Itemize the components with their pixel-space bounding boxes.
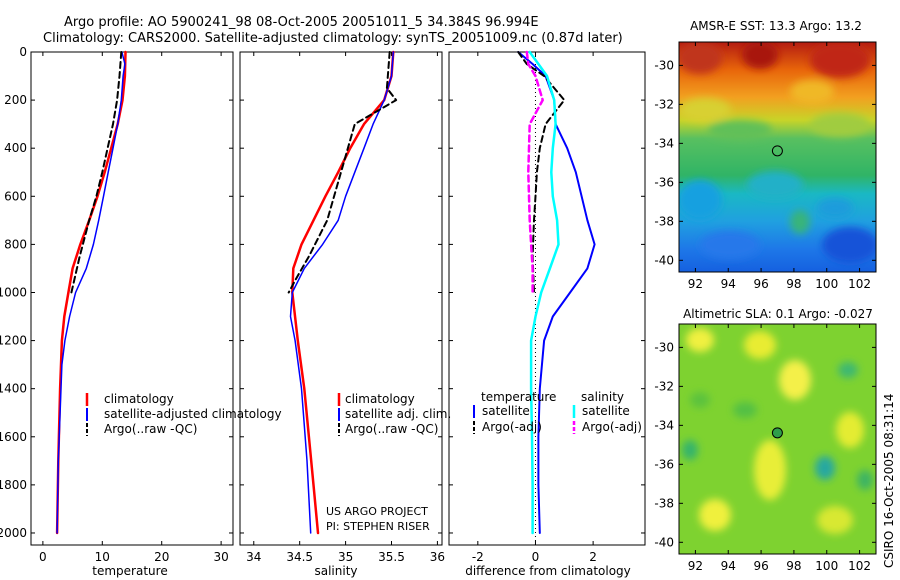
y-tick-label: 1800 <box>0 478 27 492</box>
x-tick-label: 30 <box>213 550 228 564</box>
sst-heatmap <box>679 42 876 272</box>
timestamp-stamp: CSIRO 16-Oct-2005 08:31:14 <box>882 394 896 568</box>
map-y-tick-label: -34 <box>654 136 674 150</box>
argo-location-marker <box>771 145 783 157</box>
map-x-tick-label: 94 <box>721 277 736 291</box>
map-y-tick-label: -32 <box>654 97 674 111</box>
map-y-tick-label: -38 <box>654 496 674 510</box>
temperature-xlabel: temperature <box>92 564 167 578</box>
legend-temp-argo: Argo(-adj) <box>482 420 542 434</box>
x-tick-label: 34 <box>246 550 261 564</box>
temperature-legend-argo: Argo(..raw -QC) <box>104 422 197 436</box>
figure-title-line1: Argo profile: AO 5900241_98 08-Oct-2005 … <box>64 15 539 30</box>
series-line-1 <box>56 51 126 534</box>
salinity-legend: climatology satellite adj. clim. Argo(..… <box>337 392 451 436</box>
x-tick-label: 0 <box>39 550 47 564</box>
x-tick-label: 20 <box>154 550 169 564</box>
legend-sal-satellite: satellite <box>582 404 630 418</box>
salinity-panel: 34 34.5 35 35.5 36 salinity climatology sate… <box>239 50 451 578</box>
map-y-tick-label: -34 <box>654 418 674 432</box>
map-y-tick-label: -32 <box>654 379 674 393</box>
map-x-tick-label: 94 <box>721 559 736 573</box>
y-tick-label: 200 <box>4 93 27 107</box>
map-x-tick-label: 102 <box>848 559 871 573</box>
figure-title-line2: Climatology: CARS2000. Satellite-adjuste… <box>43 31 623 46</box>
map-x-tick-label: 92 <box>688 559 703 573</box>
sla-heatmap <box>679 324 876 554</box>
map-x-tick-label: 102 <box>848 277 871 291</box>
y-tick-label: 600 <box>4 189 27 203</box>
series-line-3 <box>525 50 544 294</box>
x-tick-label: 36 <box>430 550 445 564</box>
legend-sal-argo: Argo(-adj) <box>582 420 642 434</box>
sst-map-title: AMSR-E SST: 13.3 Argo: 13.2 <box>690 19 862 33</box>
y-tick-label: 400 <box>4 141 27 155</box>
temperature-legend-satellite: satellite-adjusted climatology <box>104 407 282 421</box>
sst-map-frame <box>678 41 877 273</box>
map-x-tick-label: 98 <box>786 277 801 291</box>
map-x-tick-label: 96 <box>753 559 768 573</box>
legend-group-salinity: salinity <box>581 390 624 404</box>
difference-axes-frame <box>448 51 646 546</box>
sla-map-panel: Altimetric SLA: 0.1 Argo: -0.027 92 94 96 9… <box>654 307 877 573</box>
x-tick-label: 0 <box>532 550 540 564</box>
series-line-2 <box>528 50 560 535</box>
map-x-tick-label: 96 <box>753 277 768 291</box>
series-line-0 <box>55 50 127 535</box>
map-y-tick-label: -40 <box>654 535 674 549</box>
map-x-tick-label: 92 <box>688 277 703 291</box>
series-line-2 <box>287 51 398 294</box>
credit-line1: US ARGO PROJECT <box>326 505 428 518</box>
argo-location-marker <box>771 427 783 439</box>
difference-panel: -2 0 2 difference from climatology tempera… <box>448 50 646 578</box>
temperature-legend: climatology satellite-adjusted climatolo… <box>85 392 282 436</box>
map-y-tick-label: -30 <box>654 58 674 72</box>
salinity-legend-satellite: satellite adj. clim. <box>345 407 451 421</box>
map-y-tick-label: -40 <box>654 253 674 267</box>
salinity-axes-frame <box>239 51 443 546</box>
y-tick-label: 1200 <box>0 334 27 348</box>
map-y-tick-label: -36 <box>654 175 674 189</box>
x-tick-label: 35.5 <box>378 550 405 564</box>
x-tick-label: -2 <box>472 550 484 564</box>
x-tick-label: 2 <box>589 550 597 564</box>
legend-temp-satellite: satellite <box>482 404 530 418</box>
y-tick-label: 1400 <box>0 382 27 396</box>
credit-line2: PI: STEPHEN RISER <box>326 520 430 533</box>
y-tick-label: 0 <box>19 45 27 59</box>
sst-map-panel: AMSR-E SST: 13.3 Argo: 13.2 92 94 96 98 100 1… <box>654 19 877 291</box>
sla-map-frame <box>678 323 877 555</box>
map-x-tick-label: 100 <box>815 277 838 291</box>
y-tick-label: 800 <box>4 237 27 251</box>
map-y-tick-label: -30 <box>654 340 674 354</box>
x-tick-label: 35 <box>338 550 353 564</box>
temperature-legend-climatology: climatology <box>104 392 174 406</box>
legend-group-temperature: temperature <box>481 390 556 404</box>
salinity-legend-climatology: climatology <box>345 392 415 406</box>
series-line-1 <box>289 51 395 534</box>
map-y-tick-label: -38 <box>654 214 674 228</box>
temperature-axes-frame <box>30 51 234 546</box>
y-tick-label: 2000 <box>0 526 27 540</box>
salinity-xlabel: salinity <box>314 564 357 578</box>
series-line-2 <box>70 51 123 294</box>
salinity-legend-argo: Argo(..raw -QC) <box>345 422 438 436</box>
x-tick-label: 10 <box>95 550 110 564</box>
x-tick-label: 34.5 <box>286 550 313 564</box>
map-x-tick-label: 98 <box>786 559 801 573</box>
series-line-1 <box>517 51 566 294</box>
difference-legend: temperature satellite Argo(-adj) salinit… <box>473 390 642 434</box>
difference-xlabel: difference from climatology <box>465 564 631 578</box>
y-tick-label: 1600 <box>0 430 27 444</box>
map-y-tick-label: -36 <box>654 457 674 471</box>
map-x-tick-label: 100 <box>815 559 838 573</box>
y-tick-label: 1000 <box>0 285 27 299</box>
sla-map-title: Altimetric SLA: 0.1 Argo: -0.027 <box>683 307 873 321</box>
temperature-panel: 0 10 20 30 0 200 400 600 800 1000 1200 1400 1600 1800… <box>0 45 282 578</box>
